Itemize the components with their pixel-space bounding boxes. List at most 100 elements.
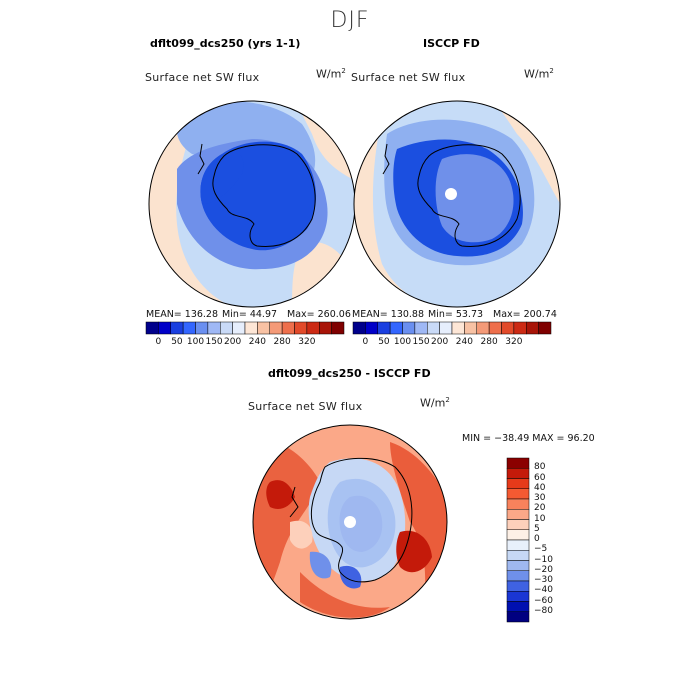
obs-colorbar-tick-label: 280 bbox=[480, 337, 498, 347]
diff-colorbar-tick-label: 40 bbox=[534, 482, 546, 493]
diff-colorbar-tick-label: −20 bbox=[534, 564, 553, 575]
obs-colorbar bbox=[352, 321, 552, 335]
diff-colorbar-swatch bbox=[506, 519, 530, 530]
obs-colorbar-swatch bbox=[538, 321, 552, 335]
obs-colorbar-swatch bbox=[464, 321, 477, 335]
obs-colorbar-swatch bbox=[427, 321, 440, 335]
model-colorbar-tick-label: 150 bbox=[205, 337, 223, 347]
diff-polar-map bbox=[252, 424, 448, 620]
model-colorbar-swatch bbox=[145, 321, 159, 335]
diff-colorbar-tick-label: −80 bbox=[534, 605, 553, 616]
diff-colorbar-tick-label: 60 bbox=[534, 472, 546, 483]
diff-colorbar-swatch bbox=[506, 509, 530, 520]
model-panel-title: dflt099_dcs250 (yrs 1-1) bbox=[150, 37, 301, 50]
diff-colorbar-swatch bbox=[506, 580, 530, 592]
model-colorbar-tick-label: 320 bbox=[298, 337, 316, 347]
obs-colorbar-swatch bbox=[476, 321, 490, 335]
diff-colorbar-tick-label: −30 bbox=[534, 575, 553, 585]
diff-colorbar-swatch bbox=[506, 539, 530, 551]
obs-polar-map bbox=[353, 100, 561, 308]
obs-colorbar-tick-label: 150 bbox=[412, 337, 430, 347]
obs-units-label: W/m2 bbox=[524, 67, 554, 81]
obs-colorbar-tick-label: 240 bbox=[455, 337, 473, 347]
model-units-label: W/m2 bbox=[316, 67, 346, 81]
diff-panel-title: dflt099_dcs250 - ISCCP FD bbox=[268, 367, 431, 380]
diff-colorbar-tick-label: −10 bbox=[534, 554, 553, 565]
obs-colorbar-swatch bbox=[389, 321, 403, 335]
model-colorbar-tick-label: 240 bbox=[248, 337, 266, 347]
diff-colorbar-swatch bbox=[506, 488, 530, 500]
diff-colorbar-swatch bbox=[506, 560, 530, 571]
obs-colorbar-tick-label: 320 bbox=[505, 337, 523, 347]
model-colorbar-swatch bbox=[319, 321, 332, 335]
obs-colorbar-swatch bbox=[402, 321, 416, 335]
model-colorbar-tick-label: 50 bbox=[171, 337, 183, 347]
obs-colorbar-swatch bbox=[451, 321, 465, 335]
obs-colorbar-swatch bbox=[365, 321, 378, 335]
diff-colorbar-swatch bbox=[506, 611, 530, 623]
diff-colorbar-swatch bbox=[506, 478, 530, 489]
model-colorbar bbox=[145, 321, 345, 335]
diff-colorbar-swatch bbox=[506, 591, 530, 602]
obs-colorbar-swatch bbox=[501, 321, 515, 335]
diff-colorbar-swatch bbox=[506, 550, 530, 561]
model-colorbar-tick-label: 280 bbox=[273, 337, 291, 347]
diff-colorbar-tick-label: −60 bbox=[534, 595, 553, 606]
diff-colorbar-swatch bbox=[506, 457, 530, 469]
obs-mean: MEAN= 130.88 bbox=[352, 309, 425, 320]
diff-colorbar-swatch bbox=[506, 570, 530, 582]
obs-colorbar-tick-label: 200 bbox=[431, 337, 449, 347]
obs-colorbar-swatch bbox=[377, 321, 391, 335]
model-colorbar-swatch bbox=[306, 321, 320, 335]
obs-colorbar-tick-label: 100 bbox=[393, 337, 412, 347]
diff-colorbar-tick-label: 20 bbox=[534, 503, 546, 514]
model-colorbar-swatch bbox=[294, 321, 308, 335]
model-colorbar-tick-label: 0 bbox=[155, 337, 162, 347]
obs-colorbar-tick-label: 50 bbox=[378, 337, 390, 347]
obs-colorbar-swatch bbox=[352, 321, 366, 335]
diff-colorbar-tick-label: 80 bbox=[534, 462, 546, 473]
obs-panel-title: ISCCP FD bbox=[423, 37, 480, 50]
obs-colorbar-swatch bbox=[414, 321, 428, 335]
obs-colorbar-swatch bbox=[526, 321, 539, 335]
obs-colorbar-swatch bbox=[513, 321, 527, 335]
model-colorbar-swatch bbox=[207, 321, 221, 335]
model-polar-map bbox=[148, 100, 356, 308]
diff-colorbar-swatch bbox=[506, 529, 530, 541]
diff-colorbar-swatch bbox=[506, 601, 530, 612]
diff-field-label: Surface net SW flux bbox=[248, 400, 363, 413]
diff-units-label: W/m2 bbox=[420, 396, 450, 410]
model-colorbar-swatch bbox=[244, 321, 258, 335]
model-colorbar-tick-label: 200 bbox=[224, 337, 242, 347]
model-colorbar-swatch bbox=[331, 321, 345, 335]
diff-colorbar bbox=[506, 457, 530, 623]
model-colorbar-swatch bbox=[195, 321, 209, 335]
diff-colorbar-tick-label: 10 bbox=[534, 513, 546, 524]
model-colorbar-swatch bbox=[269, 321, 283, 335]
diff-colorbar-tick-label: −40 bbox=[534, 585, 553, 596]
diff-colorbar-swatch bbox=[506, 498, 530, 510]
model-colorbar-swatch bbox=[281, 321, 295, 335]
model-colorbar-swatch bbox=[257, 321, 270, 335]
diff-colorbar-tick-label: 30 bbox=[534, 493, 546, 503]
model-colorbar-swatch bbox=[220, 321, 233, 335]
diff-minmax: MIN = −38.49 MAX = 96.20 bbox=[462, 433, 595, 444]
diff-colorbar-tick-label: 5 bbox=[534, 523, 540, 534]
diff-colorbar-swatch bbox=[506, 468, 530, 479]
diff-colorbar-tick-label: −5 bbox=[534, 544, 548, 555]
model-field-label: Surface net SW flux bbox=[145, 71, 260, 84]
obs-colorbar-swatch bbox=[439, 321, 453, 335]
season-title: DJF bbox=[330, 8, 370, 33]
obs-min: Min= 53.73 bbox=[428, 309, 484, 320]
obs-colorbar-tick-label: 0 bbox=[362, 337, 369, 347]
obs-colorbar-swatch bbox=[488, 321, 502, 335]
obs-max: Max= 200.74 bbox=[493, 309, 557, 320]
model-colorbar-swatch bbox=[182, 321, 196, 335]
model-colorbar-tick-label: 100 bbox=[186, 337, 205, 347]
model-min: Min= 44.97 bbox=[222, 309, 278, 320]
model-max: Max= 260.06 bbox=[287, 309, 351, 320]
model-colorbar-swatch bbox=[232, 321, 246, 335]
model-mean: MEAN= 136.28 bbox=[146, 309, 219, 320]
model-colorbar-swatch bbox=[170, 321, 184, 335]
diff-colorbar-tick-label: 0 bbox=[534, 534, 540, 544]
